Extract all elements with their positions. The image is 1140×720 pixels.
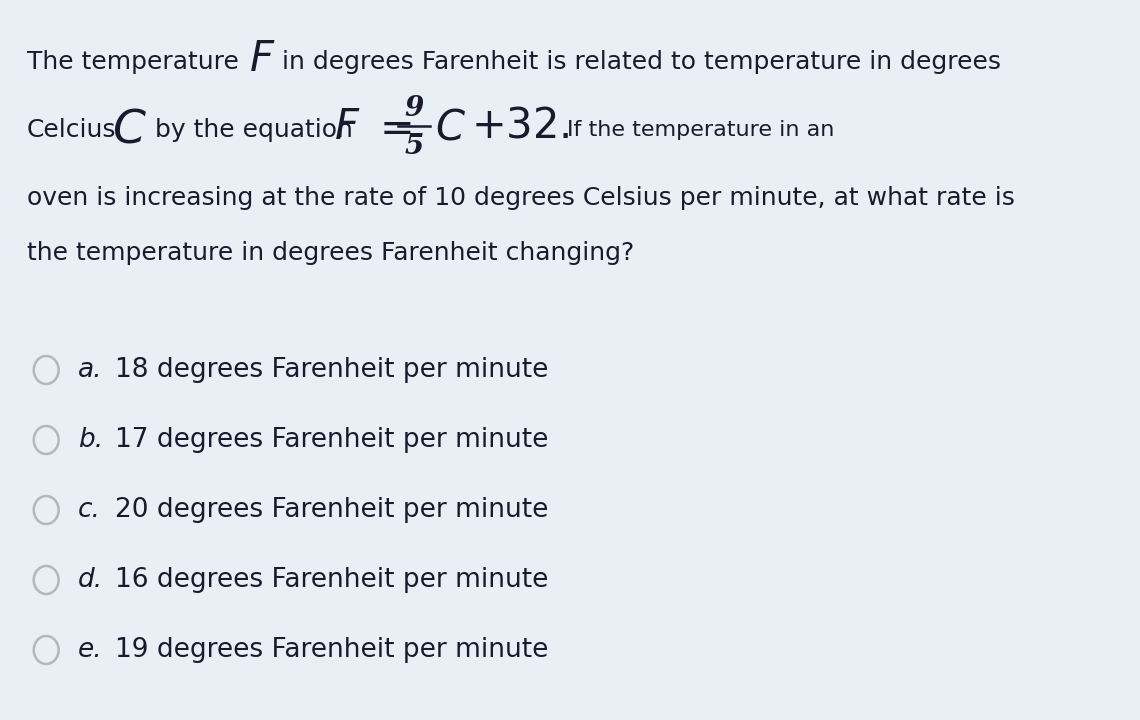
Text: If the temperature in an: If the temperature in an — [567, 120, 834, 140]
Text: 5: 5 — [405, 132, 423, 160]
Text: 19 degrees Farenheit per minute: 19 degrees Farenheit per minute — [115, 637, 548, 663]
Text: c.: c. — [79, 497, 101, 523]
Text: 16 degrees Farenheit per minute: 16 degrees Farenheit per minute — [115, 567, 548, 593]
Text: $\mathit{F}$: $\mathit{F}$ — [334, 106, 360, 148]
Text: $\mathit{F}$: $\mathit{F}$ — [249, 38, 275, 80]
Text: the temperature in degrees Farenheit changing?: the temperature in degrees Farenheit cha… — [26, 241, 634, 265]
Text: $\mathit{C}$: $\mathit{C}$ — [435, 106, 466, 148]
Text: $=$: $=$ — [372, 106, 412, 148]
Text: 9: 9 — [405, 94, 423, 122]
Text: $+32.$: $+32.$ — [471, 104, 569, 146]
Text: 20 degrees Farenheit per minute: 20 degrees Farenheit per minute — [115, 497, 548, 523]
Text: oven is increasing at the rate of 10 degrees Celsius per minute, at what rate is: oven is increasing at the rate of 10 deg… — [26, 186, 1015, 210]
Text: 18 degrees Farenheit per minute: 18 degrees Farenheit per minute — [115, 357, 548, 383]
Text: The temperature: The temperature — [26, 50, 238, 74]
Text: d.: d. — [79, 567, 104, 593]
Text: 17 degrees Farenheit per minute: 17 degrees Farenheit per minute — [115, 427, 548, 453]
Text: a.: a. — [79, 357, 103, 383]
Text: $\mathit{C}$: $\mathit{C}$ — [112, 107, 147, 153]
Text: b.: b. — [79, 427, 104, 453]
Text: e.: e. — [79, 637, 103, 663]
Text: by the equation: by the equation — [155, 118, 353, 142]
Text: Celcius: Celcius — [26, 118, 116, 142]
Text: in degrees Farenheit is related to temperature in degrees: in degrees Farenheit is related to tempe… — [283, 50, 1001, 74]
